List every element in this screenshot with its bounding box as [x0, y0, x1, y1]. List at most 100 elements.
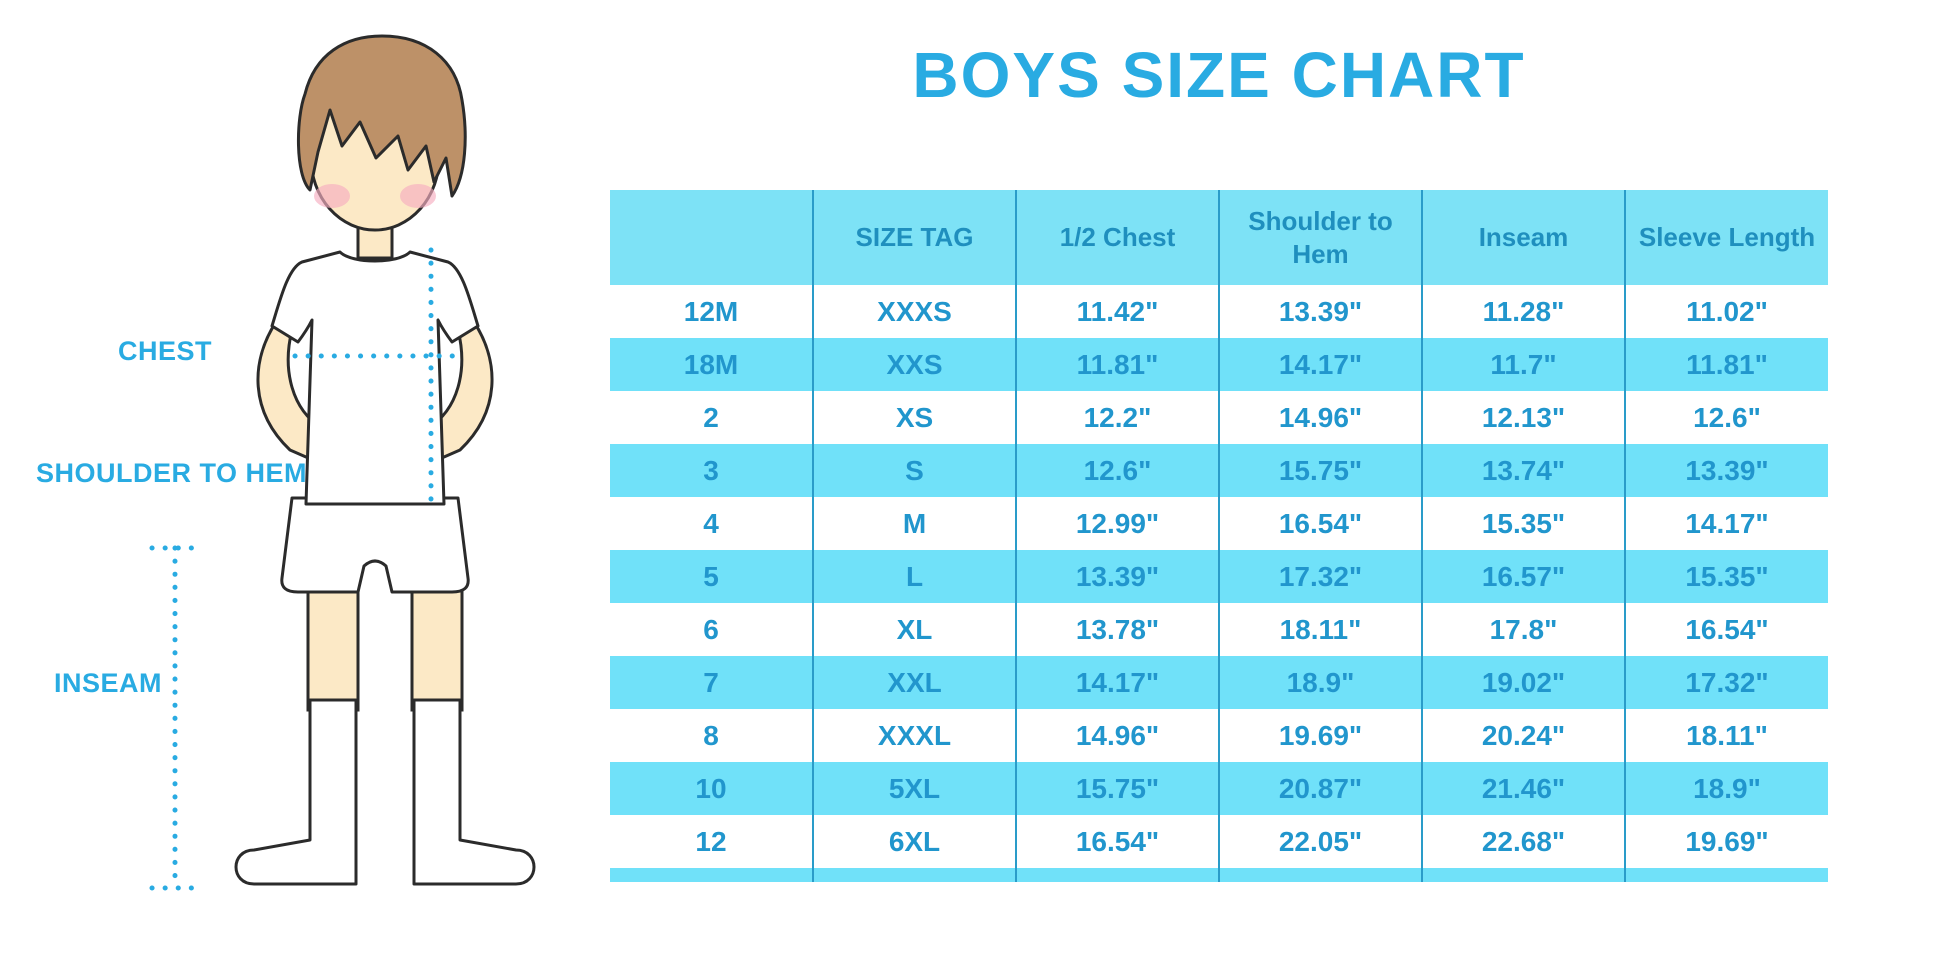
table-cell: 18.9"	[1218, 656, 1422, 709]
table-row: 18M XXS 11.81" 14.17" 11.7" 11.81"	[610, 338, 1828, 391]
table-cell: 12.13"	[1421, 391, 1625, 444]
table-cell: 16.54"	[1015, 815, 1219, 868]
column-header: SIZE TAG	[812, 190, 1016, 285]
table-cell: 18.11"	[1624, 709, 1828, 762]
table-cell: 20.24"	[1421, 709, 1625, 762]
table-cell: XXXS	[812, 285, 1016, 338]
table-cell: 20.87"	[1218, 762, 1422, 815]
measurement-dotted-lines	[149, 247, 465, 891]
boy-illustration	[149, 34, 536, 891]
boy-socks	[234, 698, 536, 886]
table-cell: 19.69"	[1218, 709, 1422, 762]
table-row: 6 XL 13.78" 18.11" 17.8" 16.54"	[610, 603, 1828, 656]
boy-shorts	[280, 496, 470, 594]
table-cell: XXXL	[812, 709, 1016, 762]
table-cell: 6	[610, 603, 813, 656]
table-cell: 8	[610, 709, 813, 762]
table-row: 12M XXXS 11.42" 13.39" 11.28" 11.02"	[610, 285, 1828, 338]
table-cell: 3	[610, 444, 813, 497]
spacer-cell	[812, 868, 1016, 882]
boy-hair	[296, 34, 467, 198]
table-cell: 11.7"	[1421, 338, 1625, 391]
spacer-cell	[1421, 868, 1625, 882]
table-cell: 11.02"	[1624, 285, 1828, 338]
inseam-label: INSEAM	[54, 668, 163, 698]
table-cell: 19.69"	[1624, 815, 1828, 868]
table-cell: 12.99"	[1015, 497, 1219, 550]
table-cell: 18.9"	[1624, 762, 1828, 815]
table-cell: 14.96"	[1015, 709, 1219, 762]
table-cell: 11.81"	[1015, 338, 1219, 391]
table-row: 7 XXL 14.17" 18.9" 19.02" 17.32"	[610, 656, 1828, 709]
table-row: 10 5XL 15.75" 20.87" 21.46" 18.9"	[610, 762, 1828, 815]
table-cell: 12.6"	[1015, 444, 1219, 497]
table-cell: 4	[610, 497, 813, 550]
table-cell: 22.05"	[1218, 815, 1422, 868]
table-cell: 14.96"	[1218, 391, 1422, 444]
table-cell: 15.75"	[1015, 762, 1219, 815]
table-cell: 18M	[610, 338, 813, 391]
table-cell: 12.6"	[1624, 391, 1828, 444]
boy-blush	[314, 184, 436, 208]
table-cell: 11.28"	[1421, 285, 1625, 338]
table-cell: 13.39"	[1624, 444, 1828, 497]
column-header: 1/2 Chest	[1015, 190, 1219, 285]
table-cell: M	[812, 497, 1016, 550]
table-cell: 5	[610, 550, 813, 603]
table-cell: 13.74"	[1421, 444, 1625, 497]
table-row: 2 XS 12.2" 14.96" 12.13" 12.6"	[610, 391, 1828, 444]
table-cell: 5XL	[812, 762, 1016, 815]
table-row: 4 M 12.99" 16.54" 15.35" 14.17"	[610, 497, 1828, 550]
table-cell: 19.02"	[1421, 656, 1625, 709]
table-cell: 17.32"	[1624, 656, 1828, 709]
table-cell: 13.78"	[1015, 603, 1219, 656]
table-cell: 13.39"	[1015, 550, 1219, 603]
table-cell: 6XL	[812, 815, 1016, 868]
boy-legs	[306, 558, 464, 712]
table-cell: 14.17"	[1218, 338, 1422, 391]
table-cell: 16.54"	[1218, 497, 1422, 550]
table-row: 12 6XL 16.54" 22.05" 22.68" 19.69"	[610, 815, 1828, 868]
table-cell: 14.17"	[1624, 497, 1828, 550]
measurement-figure: CHEST SHOULDER TO HEM INSEAM	[0, 0, 600, 973]
table-cell: 13.39"	[1218, 285, 1422, 338]
boy-tshirt	[270, 250, 480, 506]
shoulder-to-hem-label: SHOULDER TO HEM	[36, 458, 308, 488]
column-header: Shoulder to Hem	[1218, 190, 1422, 285]
spacer-cell	[1218, 868, 1422, 882]
table-row: 3 S 12.6" 15.75" 13.74" 13.39"	[610, 444, 1828, 497]
table-cell: XXL	[812, 656, 1016, 709]
table-cell: 15.35"	[1624, 550, 1828, 603]
table-cell: 11.81"	[1624, 338, 1828, 391]
table-cell: L	[812, 550, 1016, 603]
table-cell: XS	[812, 391, 1016, 444]
spacer-cell	[610, 868, 813, 882]
table-cell: 12.2"	[1015, 391, 1219, 444]
size-table: SIZE TAG 1/2 Chest Shoulder to Hem Inseam Sl…	[610, 190, 1828, 882]
table-cell: 15.75"	[1218, 444, 1422, 497]
table-cell: 21.46"	[1421, 762, 1625, 815]
boy-arms	[256, 320, 494, 466]
table-cell: 17.32"	[1218, 550, 1422, 603]
spacer-cell	[1015, 868, 1219, 882]
table-divider-extension	[610, 868, 1828, 882]
column-header	[610, 190, 813, 285]
table-cell: XL	[812, 603, 1016, 656]
size-table-head: SIZE TAG 1/2 Chest Shoulder to Hem Inseam Sl…	[610, 190, 1828, 285]
table-cell: 22.68"	[1421, 815, 1625, 868]
table-cell: 16.54"	[1624, 603, 1828, 656]
table-cell: 12M	[610, 285, 813, 338]
table-cell: 2	[610, 391, 813, 444]
column-header: Sleeve Length	[1624, 190, 1828, 285]
table-cell: S	[812, 444, 1016, 497]
table-cell: 12	[610, 815, 813, 868]
size-table-head-row: SIZE TAG 1/2 Chest Shoulder to Hem Inseam Sl…	[610, 190, 1828, 285]
table-cell: 10	[610, 762, 813, 815]
table-cell: 15.35"	[1421, 497, 1625, 550]
size-table-body: 12M XXXS 11.42" 13.39" 11.28" 11.02" 18M XXS 11.…	[610, 285, 1828, 882]
table-cell: XXS	[812, 338, 1016, 391]
page-title: BOYS SIZE CHART	[912, 39, 1526, 111]
table-row: 8 XXXL 14.96" 19.69" 20.24" 18.11"	[610, 709, 1828, 762]
table-cell: 18.11"	[1218, 603, 1422, 656]
